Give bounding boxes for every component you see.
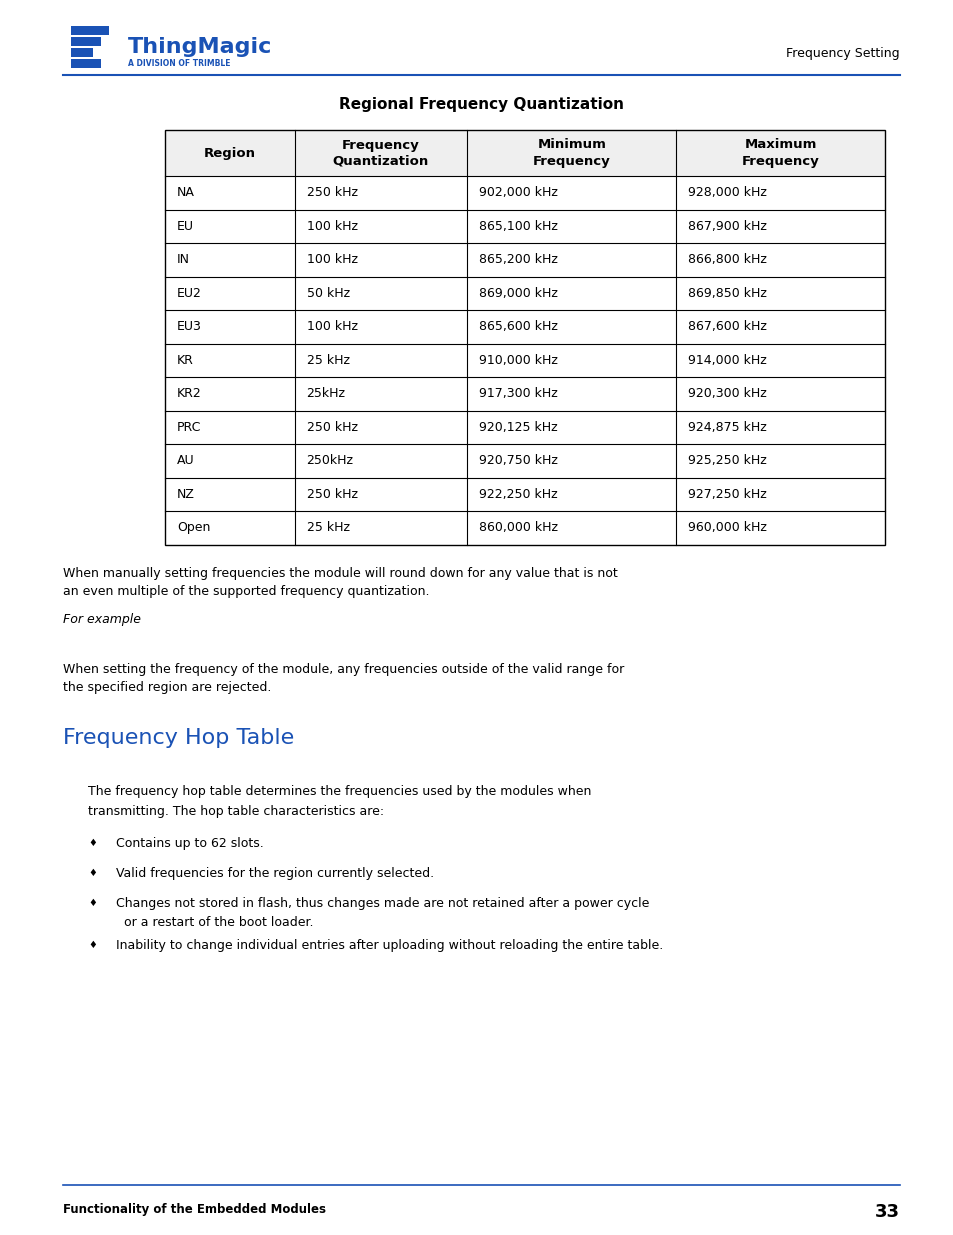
Text: 25 kHz: 25 kHz xyxy=(306,353,349,367)
Text: Contains up to 62 slots.: Contains up to 62 slots. xyxy=(116,837,263,851)
Text: 917,300 kHz: 917,300 kHz xyxy=(479,388,558,400)
Bar xyxy=(71,37,101,46)
Text: 860,000 kHz: 860,000 kHz xyxy=(479,521,558,535)
Text: Valid frequencies for the region currently selected.: Valid frequencies for the region current… xyxy=(116,867,434,881)
Text: Frequency
Quantization: Frequency Quantization xyxy=(333,138,429,168)
Text: Regional Frequency Quantization: Regional Frequency Quantization xyxy=(338,98,623,112)
Text: When setting the frequency of the module, any frequencies outside of the valid r: When setting the frequency of the module… xyxy=(63,662,623,694)
Text: 250 kHz: 250 kHz xyxy=(306,186,357,199)
Text: 960,000 kHz: 960,000 kHz xyxy=(687,521,766,535)
Text: 922,250 kHz: 922,250 kHz xyxy=(479,488,558,500)
Text: 928,000 kHz: 928,000 kHz xyxy=(687,186,766,199)
Text: 924,875 kHz: 924,875 kHz xyxy=(687,421,766,433)
Text: ThingMagic: ThingMagic xyxy=(128,37,273,57)
Text: 250 kHz: 250 kHz xyxy=(306,488,357,500)
Text: 867,900 kHz: 867,900 kHz xyxy=(687,220,766,232)
Bar xyxy=(71,59,101,68)
Text: 902,000 kHz: 902,000 kHz xyxy=(479,186,558,199)
Text: 100 kHz: 100 kHz xyxy=(306,220,357,232)
Text: 100 kHz: 100 kHz xyxy=(306,253,357,267)
Text: Maximum
Frequency: Maximum Frequency xyxy=(740,138,819,168)
Text: Inability to change individual entries after uploading without reloading the ent: Inability to change individual entries a… xyxy=(116,940,662,952)
Bar xyxy=(71,26,109,35)
Text: 927,250 kHz: 927,250 kHz xyxy=(687,488,766,500)
Text: NA: NA xyxy=(177,186,194,199)
Text: 250 kHz: 250 kHz xyxy=(306,421,357,433)
Text: 920,300 kHz: 920,300 kHz xyxy=(687,388,766,400)
Text: 869,000 kHz: 869,000 kHz xyxy=(479,287,558,300)
Text: 25kHz: 25kHz xyxy=(306,388,345,400)
Text: 250kHz: 250kHz xyxy=(306,454,354,467)
Text: 865,600 kHz: 865,600 kHz xyxy=(479,320,558,333)
Text: 50 kHz: 50 kHz xyxy=(306,287,350,300)
Text: 914,000 kHz: 914,000 kHz xyxy=(687,353,766,367)
Text: When manually setting frequencies the module will round down for any value that : When manually setting frequencies the mo… xyxy=(63,567,618,599)
Bar xyxy=(165,130,884,545)
Text: ♦: ♦ xyxy=(88,867,96,878)
Text: ♦: ♦ xyxy=(88,898,96,908)
Text: 869,850 kHz: 869,850 kHz xyxy=(687,287,766,300)
Text: NZ: NZ xyxy=(177,488,194,500)
Text: The frequency hop table determines the frequencies used by the modules when
tran: The frequency hop table determines the f… xyxy=(88,785,591,818)
Text: 33: 33 xyxy=(874,1203,899,1221)
Text: 865,100 kHz: 865,100 kHz xyxy=(479,220,558,232)
Text: 867,600 kHz: 867,600 kHz xyxy=(687,320,766,333)
Text: A DIVISION OF TRIMBLE: A DIVISION OF TRIMBLE xyxy=(128,58,231,68)
Text: Region: Region xyxy=(204,147,255,159)
Text: EU2: EU2 xyxy=(177,287,202,300)
Text: PRC: PRC xyxy=(177,421,201,433)
Text: Frequency Hop Table: Frequency Hop Table xyxy=(63,727,294,747)
Text: KR2: KR2 xyxy=(177,388,201,400)
Text: 920,750 kHz: 920,750 kHz xyxy=(479,454,558,467)
Text: ♦: ♦ xyxy=(88,940,96,950)
Text: Minimum
Frequency: Minimum Frequency xyxy=(533,138,610,168)
Text: ♦: ♦ xyxy=(88,837,96,847)
Text: EU3: EU3 xyxy=(177,320,202,333)
Text: Frequency Setting: Frequency Setting xyxy=(785,47,899,59)
Text: 866,800 kHz: 866,800 kHz xyxy=(687,253,766,267)
Text: EU: EU xyxy=(177,220,193,232)
Text: 100 kHz: 100 kHz xyxy=(306,320,357,333)
Text: Open: Open xyxy=(177,521,211,535)
Text: 865,200 kHz: 865,200 kHz xyxy=(479,253,558,267)
Text: 910,000 kHz: 910,000 kHz xyxy=(479,353,558,367)
Text: 925,250 kHz: 925,250 kHz xyxy=(687,454,766,467)
Bar xyxy=(165,130,884,177)
Text: Changes not stored in flash, thus changes made are not retained after a power cy: Changes not stored in flash, thus change… xyxy=(116,898,649,929)
Text: For example: For example xyxy=(63,613,141,625)
Text: 25 kHz: 25 kHz xyxy=(306,521,349,535)
Text: AU: AU xyxy=(177,454,194,467)
Text: KR: KR xyxy=(177,353,193,367)
Text: IN: IN xyxy=(177,253,190,267)
Text: Functionality of the Embedded Modules: Functionality of the Embedded Modules xyxy=(63,1203,326,1216)
Text: 920,125 kHz: 920,125 kHz xyxy=(479,421,558,433)
Bar xyxy=(71,48,92,57)
